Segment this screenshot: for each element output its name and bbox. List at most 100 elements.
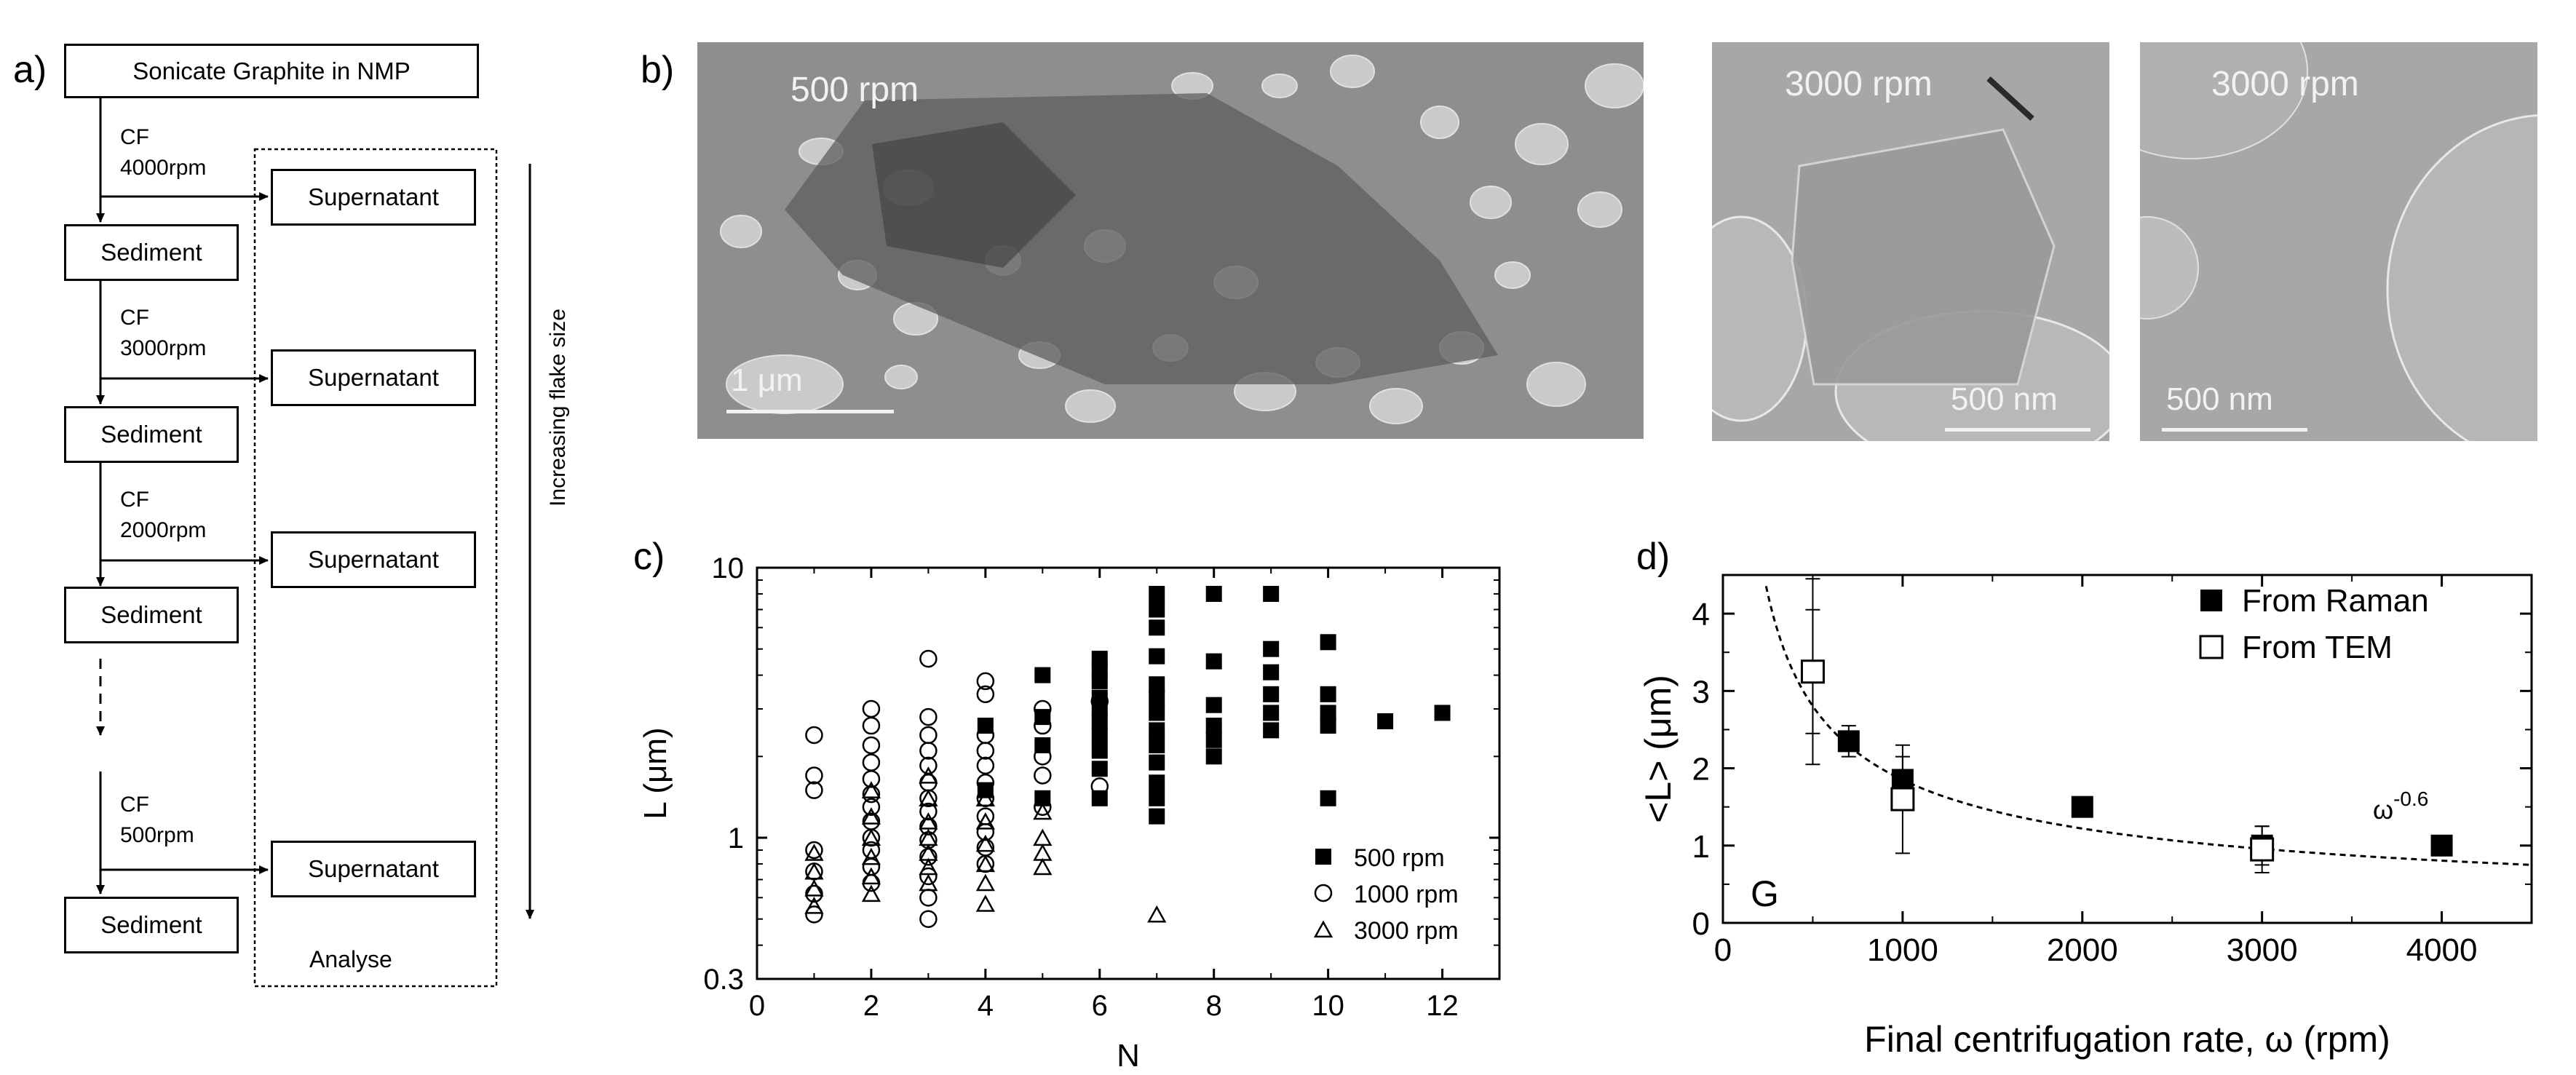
plot-frame bbox=[1721, 574, 2533, 924]
data-point-filled-square bbox=[1149, 790, 1165, 806]
data-point-filled-square bbox=[1091, 713, 1108, 729]
plot-frame bbox=[756, 566, 1501, 980]
legend-label: 1000 rpm bbox=[1354, 881, 1459, 908]
legend-label: 500 rpm bbox=[1354, 844, 1445, 872]
data-point-open-circle bbox=[976, 807, 995, 825]
x-tick-label: 1000 bbox=[1867, 932, 1938, 968]
legend-label: From Raman bbox=[2242, 583, 2429, 619]
data-point-filled-square bbox=[1320, 705, 1336, 721]
panel-label-b: b) bbox=[641, 49, 675, 91]
y-tick-label: 2 bbox=[1692, 752, 1710, 788]
data-point-filled-square bbox=[1091, 726, 1108, 743]
data-point-filled-square bbox=[1320, 634, 1336, 651]
data-point-open-triangle bbox=[975, 789, 995, 806]
data-point-open-circle bbox=[862, 785, 881, 804]
cf-rpm: 500rpm bbox=[120, 823, 194, 847]
data-point-open-circle bbox=[805, 781, 823, 799]
y-tick-label: 1 bbox=[728, 822, 744, 854]
panel-label-c: c) bbox=[633, 536, 665, 578]
sonicate-box: Sonicate Graphite in NMP bbox=[64, 44, 479, 98]
chart-d: 0 1000 2000 3000 4000 0 1 2 3 4 From Raman From TE… bbox=[1638, 574, 2533, 1060]
y-tick-label: 0 bbox=[1692, 906, 1710, 942]
panel-label-d: d) bbox=[1636, 536, 1671, 578]
data-point-open-triangle bbox=[919, 873, 938, 892]
tem-label: 500 rpm bbox=[790, 71, 919, 109]
data-point-filled-square bbox=[1205, 585, 1222, 602]
data-point-open-circle bbox=[862, 798, 881, 816]
data-point-open-circle bbox=[919, 707, 938, 726]
sediment-box: Sediment bbox=[64, 897, 239, 953]
data-point-open-circle bbox=[1034, 798, 1052, 816]
data-point-open-circle bbox=[1034, 716, 1052, 735]
data-point-filled-square bbox=[1149, 676, 1165, 693]
cf-rpm: 4000rpm bbox=[120, 156, 207, 180]
data-point-filled-square bbox=[1149, 601, 1165, 618]
data-point-filled-square bbox=[1205, 653, 1222, 670]
data-point-open-triangle bbox=[975, 873, 995, 892]
y-tick-label: 10 bbox=[712, 552, 745, 584]
data-point-filled-square bbox=[1263, 705, 1280, 721]
data-point-open-triangle bbox=[1033, 857, 1053, 876]
data-point-filled-square bbox=[977, 718, 994, 734]
data-point-filled-square bbox=[1149, 737, 1165, 753]
data-point-filled-square bbox=[1091, 742, 1108, 759]
legend-marker bbox=[1314, 884, 1333, 903]
x-tick-label: 12 bbox=[1426, 990, 1459, 1022]
data-point-open-triangle bbox=[919, 789, 938, 806]
tem-label: 3000 rpm bbox=[1785, 65, 1933, 103]
cf-label: CF bbox=[120, 488, 149, 512]
cf-step-4: CF 500rpm bbox=[120, 790, 194, 851]
data-point-open-circle bbox=[919, 756, 938, 775]
x-tick-label: 10 bbox=[1312, 990, 1344, 1022]
x-tick-label: 2 bbox=[863, 990, 879, 1022]
data-point-open-circle bbox=[919, 742, 938, 760]
tem-image-500rpm: 500 rpm 1 μm bbox=[697, 42, 1644, 439]
data-point-filled-square bbox=[2430, 834, 2453, 857]
data-point-open-circle bbox=[862, 716, 881, 735]
supernatant-box: Supernatant bbox=[271, 841, 476, 897]
data-point-open-triangle bbox=[804, 862, 824, 880]
data-point-open-triangle bbox=[1033, 828, 1053, 846]
data-point-open-triangle bbox=[804, 878, 824, 897]
data-point-open-circle bbox=[919, 649, 938, 668]
data-point-filled-square bbox=[1149, 705, 1165, 721]
legend-marker bbox=[2200, 590, 2222, 611]
x-tick-label: 8 bbox=[1206, 990, 1222, 1022]
scale-bar-label: 500 nm bbox=[2166, 381, 2273, 417]
tem-texture bbox=[2140, 42, 2537, 441]
corner-label: G bbox=[1751, 873, 1779, 914]
data-point-filled-square bbox=[1149, 619, 1165, 636]
flowchart-lines bbox=[96, 96, 534, 988]
data-point-open-circle bbox=[862, 699, 881, 718]
scale-bar bbox=[2162, 428, 2307, 432]
cf-step-1: CF 4000rpm bbox=[120, 122, 206, 183]
tem-texture bbox=[720, 55, 1644, 424]
y-axis-label: L (μm) bbox=[638, 727, 673, 819]
data-point-open-triangle bbox=[861, 867, 881, 885]
legend-marker bbox=[1315, 849, 1331, 865]
data-point-open-circle bbox=[976, 742, 995, 760]
y-tick-label: 3 bbox=[1692, 674, 1710, 710]
data-point-open-triangle bbox=[861, 781, 881, 798]
data-point-open-circle bbox=[805, 766, 823, 785]
legend-marker bbox=[2199, 635, 2224, 659]
data-point-filled-square bbox=[1377, 713, 1394, 729]
data-point-open-circle bbox=[805, 905, 823, 924]
cf-rpm: 2000rpm bbox=[120, 518, 207, 542]
sediment-box: Sediment bbox=[64, 406, 239, 463]
data-point-filled-square bbox=[1263, 664, 1280, 681]
data-point-open-triangle bbox=[804, 844, 824, 861]
data-point-open-circle bbox=[919, 726, 938, 745]
scale-bar bbox=[1945, 428, 2090, 432]
data-point-open-triangle bbox=[861, 847, 881, 865]
data-point-open-circle bbox=[919, 867, 938, 886]
data-point-open-triangle bbox=[1147, 905, 1167, 923]
data-point-open-circle bbox=[1034, 766, 1052, 785]
data-point-open-circle bbox=[919, 910, 938, 928]
x-tick-label: 4000 bbox=[2406, 932, 2478, 968]
sediment-box: Sediment bbox=[64, 224, 239, 281]
data-point-filled-square bbox=[1205, 748, 1222, 765]
data-point-filled-square bbox=[1149, 774, 1165, 791]
x-tick-label: 3000 bbox=[2227, 932, 2298, 968]
